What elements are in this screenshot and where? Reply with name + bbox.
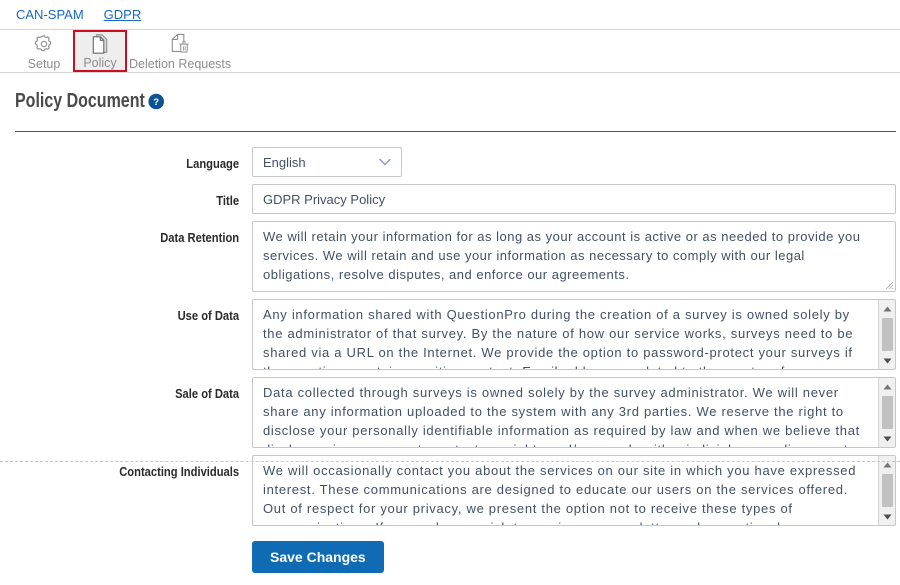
svg-text:?: ?	[153, 96, 159, 107]
